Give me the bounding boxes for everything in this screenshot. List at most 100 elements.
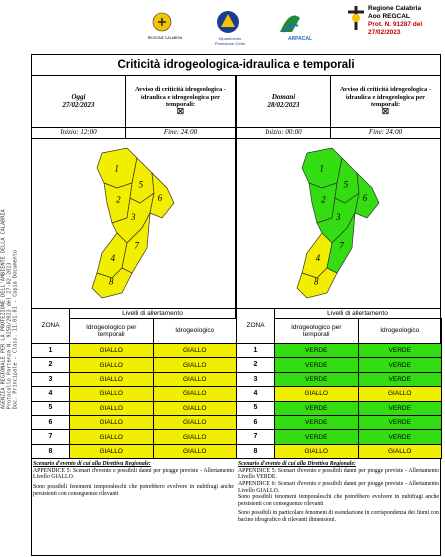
- note: Sono possibili fenomeni temporaleschi ch…: [238, 494, 439, 507]
- zone-number: 4: [236, 386, 275, 402]
- level-cell: GIALLO: [69, 371, 154, 388]
- level-cell: VERDE: [357, 400, 442, 416]
- level-cell: GIALLO: [69, 400, 154, 416]
- logos: [152, 11, 300, 33]
- org-block: Regione Calabria Aoo REGCAL Prot. N. 91287…: [368, 5, 445, 37]
- level-cell: GIALLO: [357, 443, 442, 460]
- note: Sono possibili in particolare fenomeni d…: [238, 510, 439, 523]
- stamp-line: Doc. Principale - Class. 11.01.01 - Copi…: [13, 250, 20, 410]
- org-line: Regione Calabria: [368, 5, 422, 12]
- date: 27/02/2023: [62, 100, 95, 109]
- zone-number: 1: [236, 343, 275, 359]
- level-cell: GIALLO: [69, 429, 154, 445]
- logo-label: ARPACAL: [287, 36, 313, 42]
- notice: Avviso di criticità idrogeologica - idra…: [339, 86, 432, 108]
- zone-label: 2: [321, 194, 326, 204]
- zone-area: [91, 267, 133, 299]
- day-cell: Domani 28/02/2023: [236, 75, 331, 128]
- zone-label: 5: [344, 180, 349, 190]
- level-cell: GIALLO: [152, 371, 237, 388]
- zone-number: 7: [31, 429, 70, 445]
- logo-regione: [152, 12, 172, 32]
- zone-number: 2: [31, 357, 70, 373]
- column-header: Idrogeologico per temporali: [69, 318, 154, 344]
- zone-label: 3: [335, 212, 341, 222]
- level-cell: VERDE: [357, 357, 442, 373]
- zone-number: 2: [236, 357, 275, 373]
- date: 28/02/2023: [267, 100, 300, 109]
- level-cell: GIALLO: [152, 343, 237, 359]
- zone-label: 8: [109, 277, 114, 287]
- level-cell: VERDE: [274, 371, 359, 388]
- note: APPENDICE 6: Scenari d'evento e possibil…: [238, 480, 439, 494]
- zone-number: 6: [236, 415, 275, 431]
- level-cell: VERDE: [274, 343, 359, 359]
- logo-arpacal: [280, 15, 300, 33]
- level-cell: VERDE: [357, 343, 442, 359]
- notice: Avviso di criticità idrogeologica - idra…: [134, 86, 227, 108]
- zone-label: 6: [363, 193, 368, 203]
- note: APPENDICE 5: Scenari d'evento e possibil…: [238, 467, 439, 481]
- zone-label: 5: [139, 180, 144, 190]
- column-header: Idrogeologico: [152, 318, 237, 344]
- level-cell: VERDE: [274, 429, 359, 445]
- note: Sono possibili fenomeni temporaleschi ch…: [33, 483, 234, 497]
- zone-label: 4: [316, 253, 321, 263]
- zone-label: 7: [339, 241, 344, 251]
- notes: Scenario d'evento di cui alla Direttiva …: [33, 461, 234, 497]
- day-cell: Oggi 27/02/2023: [31, 75, 126, 128]
- zone-number: 5: [31, 400, 70, 416]
- level-cell: VERDE: [274, 400, 359, 416]
- notes: Scenario d'evento di cui alla Direttiva …: [238, 461, 439, 523]
- zone-label: 1: [319, 164, 324, 174]
- level-cell: GIALLO: [152, 415, 237, 431]
- logo-protezione: [217, 11, 239, 33]
- zone-label: 7: [134, 241, 139, 251]
- level-cell: GIALLO: [274, 386, 359, 402]
- zone-number: 8: [236, 443, 275, 460]
- level-cell: GIALLO: [152, 400, 237, 416]
- level-cell: GIALLO: [69, 357, 154, 373]
- logo-label: Dipartimento Protezione Civile: [214, 36, 245, 46]
- side-stamp: AGENZIA REGIONALE PER LA PROTEZIONE DELL…: [1, 209, 20, 409]
- checkbox: ☒: [381, 106, 390, 116]
- zone-label: 2: [116, 194, 121, 204]
- level-cell: GIALLO: [357, 386, 442, 402]
- level-cell: GIALLO: [69, 415, 154, 431]
- level-cell: GIALLO: [69, 386, 154, 402]
- org-line: Aoo REGCAL: [368, 13, 410, 20]
- zone-number: 4: [31, 386, 70, 402]
- zone-area: [296, 267, 338, 299]
- level-cell: VERDE: [274, 415, 359, 431]
- title: Criticità idrogeologica-idraulica e temp…: [31, 54, 441, 76]
- zone-number: 6: [31, 415, 70, 431]
- zone-number: 3: [236, 371, 275, 388]
- day: Oggi: [71, 92, 86, 101]
- note-title: Scenario d'evento di cui alla Direttiva …: [238, 461, 356, 468]
- column-header: Idrogeologico: [357, 318, 442, 344]
- logo-crest: [348, 6, 364, 30]
- checkbox: ☒: [176, 106, 185, 116]
- org-line: Prot. N. 91287 del 27/02/2023: [368, 21, 423, 36]
- zone-header: ZONA: [236, 308, 275, 344]
- zone-number: 8: [31, 443, 70, 460]
- notice-cell: Avviso di criticità idrogeologica - idra…: [330, 75, 441, 128]
- notice-cell: Avviso di criticità idrogeologica - idra…: [125, 75, 236, 128]
- level-cell: GIALLO: [152, 429, 237, 445]
- level-cell: VERDE: [357, 371, 442, 388]
- level-cell: GIALLO: [152, 443, 237, 460]
- note: APPENDICE 5: Scenari d'evento e possibil…: [33, 467, 234, 481]
- zone-number: 7: [236, 429, 275, 445]
- level-cell: GIALLO: [152, 357, 237, 373]
- zone-label: 1: [114, 164, 119, 174]
- level-cell: GIALLO: [69, 343, 154, 359]
- level-cell: VERDE: [274, 357, 359, 373]
- zone-header: ZONA: [31, 308, 70, 344]
- zone-label: 3: [130, 212, 136, 222]
- logo-label: REGIONE CALABRIA: [147, 36, 183, 40]
- zone-number: 5: [236, 400, 275, 416]
- column-header: Idrogeologico per temporali: [274, 318, 359, 344]
